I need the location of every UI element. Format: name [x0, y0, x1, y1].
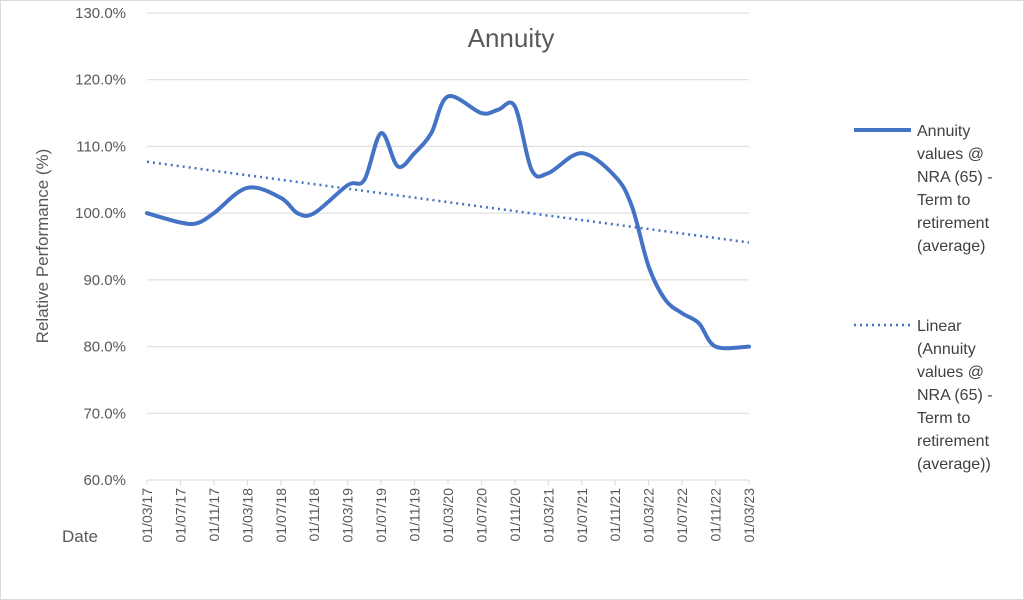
x-tick-label: 01/07/19	[373, 488, 389, 543]
trendline	[146, 160, 750, 244]
x-tick-label: 01/03/19	[340, 488, 356, 543]
y-tick-label: 60.0%	[83, 472, 126, 489]
y-axis-title: Relative Performance (%)	[33, 149, 52, 344]
legend-label: NRA (65) -	[917, 387, 993, 404]
y-tick-label: 120.0%	[75, 72, 126, 89]
legend-label: NRA (65) -	[917, 169, 993, 186]
legend-label: Term to	[917, 192, 970, 209]
x-axis-ticks: 01/03/17 01/07/17 01/11/17 01/03/18 01/07/18…	[139, 480, 757, 543]
y-tick-label: 110.0%	[76, 138, 126, 155]
legend-label: (Annuity	[917, 341, 976, 358]
legend-label: (average)	[917, 238, 985, 255]
series-line	[145, 94, 751, 351]
y-tick-label: 70.0%	[83, 405, 126, 422]
y-tick-label: 100.0%	[75, 205, 126, 222]
x-tick-label: 01/03/20	[440, 488, 456, 543]
y-tick-label: 90.0%	[83, 272, 126, 289]
legend-label: retirement	[917, 433, 990, 450]
x-tick-label: 01/11/19	[407, 488, 423, 542]
legend-label: retirement	[917, 215, 990, 232]
x-tick-label: 01/03/17	[139, 488, 155, 543]
x-tick-label: 01/11/20	[507, 488, 523, 542]
y-tick-label: 80.0%	[83, 339, 126, 356]
x-tick-label: 01/07/18	[273, 488, 289, 543]
x-tick-label: 01/11/22	[708, 488, 724, 542]
legend-label: values @	[917, 146, 984, 163]
x-tick-label: 01/11/21	[607, 488, 623, 542]
legend-label: Linear	[917, 318, 962, 335]
x-tick-label: 01/03/22	[641, 488, 657, 543]
y-axis-ticks: 60.0% 70.0% 80.0% 90.0% 100.0% 110.0% 120.0% 13…	[75, 5, 126, 489]
x-tick-label: 01/07/20	[473, 488, 489, 543]
legend-label: Annuity	[917, 123, 970, 140]
x-tick-label: 01/07/22	[674, 488, 690, 543]
x-tick-label: 01/03/21	[540, 488, 556, 543]
legend-label: Term to	[917, 410, 970, 427]
x-axis-title: Date	[62, 527, 98, 546]
x-tick-label: 01/03/18	[239, 488, 255, 543]
x-tick-label: 01/03/23	[741, 488, 757, 543]
series-layer	[145, 94, 751, 351]
x-tick-label: 01/07/21	[574, 488, 590, 543]
y-tick-label: 130.0%	[75, 5, 126, 22]
x-tick-label: 01/11/18	[306, 488, 322, 542]
legend-label: values @	[917, 364, 984, 381]
legend: Annuity values @ NRA (65) - Term to retireme…	[854, 123, 993, 473]
x-tick-label: 01/07/17	[172, 488, 188, 543]
gridlines	[147, 12, 749, 481]
chart-title: Annuity	[468, 23, 555, 53]
legend-label: (average))	[917, 456, 991, 473]
x-tick-label: 01/11/17	[206, 488, 222, 542]
